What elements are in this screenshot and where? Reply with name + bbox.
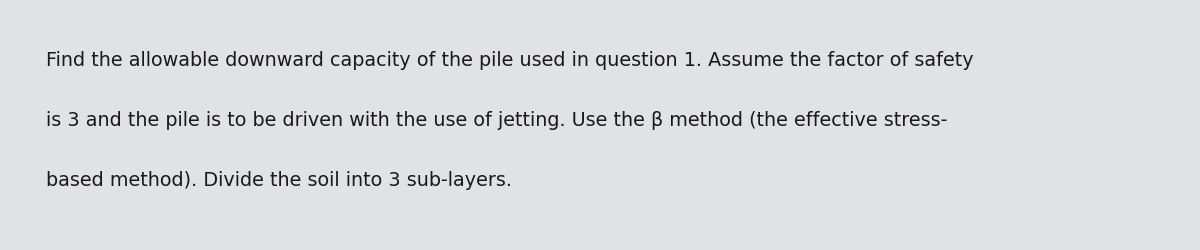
Text: Find the allowable downward capacity of the pile used in question 1. Assume the : Find the allowable downward capacity of … bbox=[46, 50, 973, 70]
Text: is 3 and the pile is to be driven with the use of jetting. Use the β method (the: is 3 and the pile is to be driven with t… bbox=[46, 110, 947, 130]
Text: based method). Divide the soil into 3 sub-layers.: based method). Divide the soil into 3 su… bbox=[46, 170, 511, 190]
